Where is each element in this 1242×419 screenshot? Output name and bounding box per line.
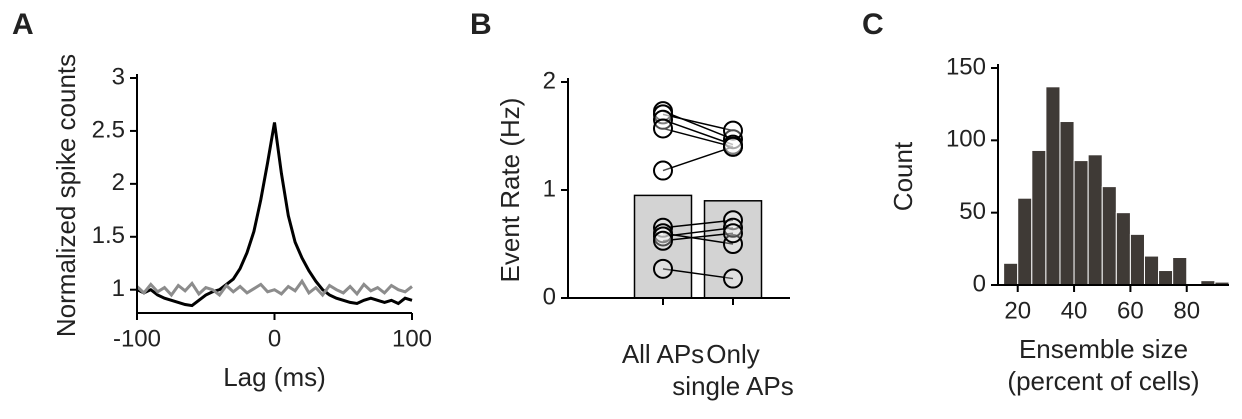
x-tick-label: 0 — [268, 325, 281, 352]
panel-label: C — [862, 8, 884, 41]
x-tick-label: 80 — [1173, 297, 1200, 324]
histogram-bar — [1031, 149, 1047, 286]
histogram-bar — [1017, 197, 1033, 286]
histogram-bar — [1073, 160, 1089, 286]
point — [723, 234, 743, 254]
category-label: All APs — [621, 339, 705, 369]
y-tick-label: 2.5 — [92, 116, 125, 143]
histogram-bar — [1059, 121, 1075, 286]
bar — [633, 194, 693, 299]
y-tick-label: 0 — [543, 283, 556, 310]
y-axis-label: Normalized spike counts — [51, 54, 81, 337]
panel-label: B — [470, 8, 492, 41]
point — [653, 160, 673, 181]
y-tick-label: 1.5 — [92, 222, 125, 249]
pair-line — [662, 219, 734, 229]
y-tick-label: 2 — [112, 169, 125, 196]
x-tick-label: -100 — [113, 325, 161, 352]
histogram-bar — [1045, 86, 1061, 286]
pair-line — [662, 232, 734, 242]
point — [723, 120, 743, 141]
x-tick-label: 60 — [1117, 297, 1144, 324]
histogram-bar — [1172, 257, 1188, 286]
panel-label: A — [12, 8, 34, 41]
category-label: Only single APs — [672, 339, 794, 401]
pair-line — [662, 227, 734, 238]
histogram-bar — [1101, 186, 1117, 286]
point — [723, 268, 743, 289]
point — [723, 136, 743, 157]
histogram-bar — [1003, 262, 1019, 286]
x-tick-label: 40 — [1061, 297, 1088, 324]
pair-line — [662, 110, 734, 140]
y-tick-label: 2 — [543, 67, 556, 94]
point — [653, 230, 673, 251]
y-axis-label: Event Rate (Hz) — [495, 98, 525, 283]
x-tick-label: 20 — [1004, 297, 1031, 324]
line-series — [135, 278, 413, 298]
y-tick-label: 1 — [543, 175, 556, 202]
point — [723, 217, 743, 238]
pair-line — [662, 113, 734, 132]
y-tick-label: 0 — [973, 270, 986, 297]
point — [653, 118, 673, 139]
histogram-bar — [1087, 154, 1103, 286]
y-tick-label: 100 — [946, 126, 986, 153]
y-tick-label: 1 — [112, 275, 125, 302]
histogram-bar — [1115, 212, 1131, 286]
x-axis-label: Ensemble size (percent of cells) — [1007, 334, 1200, 396]
histogram-bar — [1158, 270, 1174, 286]
pair-line — [662, 119, 734, 146]
pair-line — [662, 268, 734, 280]
point — [653, 258, 673, 279]
line-series — [136, 122, 413, 308]
y-tick-label: 50 — [959, 198, 986, 225]
pair-line — [662, 146, 734, 172]
point — [723, 223, 743, 244]
pair-line — [662, 127, 734, 148]
histogram-bar — [1143, 255, 1160, 286]
bar — [703, 200, 763, 299]
histogram-bar — [1129, 233, 1145, 286]
y-axis-label: Count — [888, 141, 918, 211]
y-tick-label: 150 — [946, 53, 986, 80]
x-tick-label: 100 — [392, 325, 432, 352]
y-tick-label: 3 — [112, 63, 125, 90]
point — [653, 104, 673, 125]
x-axis-label: Lag (ms) — [223, 362, 326, 392]
